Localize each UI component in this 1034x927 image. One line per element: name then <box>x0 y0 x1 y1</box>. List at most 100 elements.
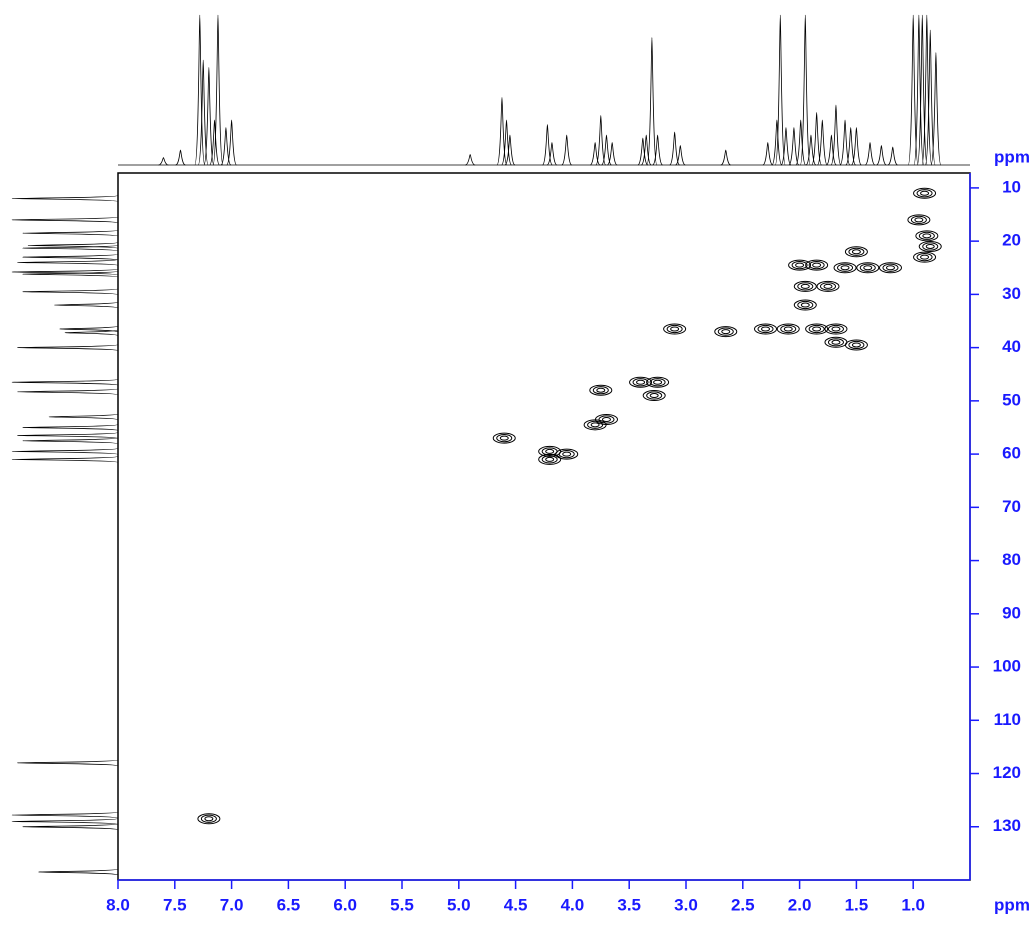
x-tick-label: 2.0 <box>788 895 812 914</box>
contour <box>629 376 653 388</box>
contour <box>589 384 613 396</box>
top-projection-peak <box>907 14 919 166</box>
contour <box>925 243 935 249</box>
left-projection-peak <box>16 432 119 439</box>
left-projection-peak <box>64 329 119 337</box>
contour <box>831 339 841 345</box>
contour <box>200 814 217 823</box>
contour <box>788 259 812 271</box>
contour <box>538 453 562 465</box>
left-projection-peak <box>22 244 119 252</box>
contour <box>562 451 572 457</box>
y-tick-label: 70 <box>1002 497 1021 516</box>
left-projection-peak <box>22 288 119 296</box>
cross-peak <box>555 448 579 460</box>
contour <box>545 456 555 462</box>
contour <box>590 422 600 428</box>
top-projection-peak <box>924 29 936 166</box>
top-projection-peak <box>921 14 933 166</box>
y-tick-label: 120 <box>993 763 1021 782</box>
cross-peak <box>805 259 829 271</box>
contour <box>666 324 683 334</box>
top-projection-peak <box>226 119 237 166</box>
contour <box>844 246 868 258</box>
contour <box>918 231 935 240</box>
x-tick-label: 6.0 <box>333 895 357 914</box>
contour <box>800 283 810 289</box>
contour <box>851 342 861 348</box>
contour <box>913 187 937 199</box>
contour <box>204 816 214 822</box>
cross-peak <box>816 280 840 292</box>
contour <box>492 432 516 444</box>
cross-peak <box>915 230 939 242</box>
cross-peak <box>844 339 868 351</box>
top-projection-peak <box>771 119 783 166</box>
contour <box>197 813 221 825</box>
y-tick-label: 80 <box>1002 550 1021 569</box>
left-projection-peak <box>11 456 119 463</box>
top-projection-peak <box>501 119 512 166</box>
top-projection-peak <box>864 142 876 166</box>
top-projection-peak <box>788 127 800 166</box>
y-tick-label: 90 <box>1002 603 1021 622</box>
cross-peak <box>714 326 738 338</box>
left-projection-peak <box>53 301 119 309</box>
contour <box>878 262 902 274</box>
cross-peak <box>833 262 857 274</box>
top-projection-peak <box>601 134 612 166</box>
y-tick-label: 20 <box>1002 231 1021 250</box>
cross-peak <box>492 432 516 444</box>
contour <box>795 262 805 268</box>
top-projection-peak <box>669 131 681 166</box>
cross-peak <box>793 299 817 311</box>
contour <box>816 280 840 292</box>
top-projection-peak <box>194 14 206 166</box>
cross-peak <box>913 251 937 263</box>
contour <box>541 455 558 464</box>
top-projection-peak <box>209 119 220 166</box>
left-projection-peak <box>11 811 119 819</box>
x-tick-label: 4.0 <box>561 895 585 914</box>
contour <box>922 242 939 251</box>
contour <box>797 300 814 310</box>
top-projection-peak <box>606 142 618 166</box>
contour <box>885 265 895 271</box>
top-projection-peak <box>795 119 807 166</box>
x-tick-label: 1.5 <box>845 895 869 914</box>
contour <box>649 393 659 399</box>
cross-peak <box>788 259 812 271</box>
contour <box>805 259 829 271</box>
cross-peak <box>629 376 653 388</box>
contour <box>646 391 663 400</box>
cross-peak <box>663 323 687 335</box>
top-projection-peak <box>637 137 649 166</box>
cross-peak <box>793 280 817 292</box>
top-projection-peak <box>826 134 837 166</box>
x-tick-label: 7.0 <box>220 895 244 914</box>
x-tick-label: 7.5 <box>163 895 187 914</box>
contour <box>827 324 844 334</box>
top-projection-peak <box>720 149 731 166</box>
left-projection-peak <box>22 823 119 831</box>
plot-frame <box>117 172 971 881</box>
y-tick-label: 130 <box>993 816 1021 835</box>
cross-peak <box>913 187 937 199</box>
contour <box>831 326 841 332</box>
contour <box>598 415 615 424</box>
top-projection-peak <box>542 124 553 166</box>
contour <box>848 247 865 256</box>
contour <box>646 376 670 388</box>
left-projection-peak <box>48 413 119 421</box>
contour <box>757 324 774 334</box>
contour <box>601 416 611 422</box>
contour <box>848 340 865 350</box>
cross-peak <box>878 262 902 274</box>
top-projection-peak <box>830 104 842 166</box>
top-projection-peak <box>504 134 516 166</box>
y-axis-label: ppm <box>994 147 1030 166</box>
contour <box>827 338 844 347</box>
top-projection-peak <box>762 142 774 166</box>
left-projection-peak <box>16 759 119 767</box>
